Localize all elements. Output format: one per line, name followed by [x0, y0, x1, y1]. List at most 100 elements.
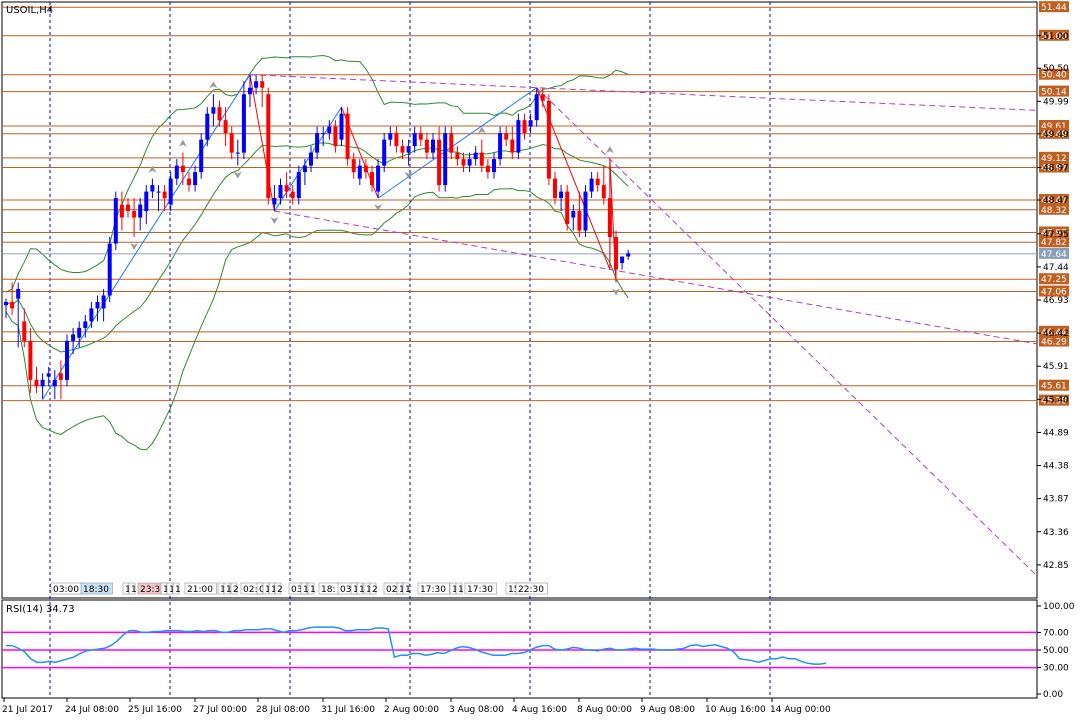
time-tick-label: 10 Aug 16:00: [705, 705, 766, 715]
candle-body: [363, 165, 368, 173]
candle-body: [4, 301, 8, 306]
candle-body: [309, 152, 313, 166]
candle-body: [394, 133, 399, 147]
rsi-tick-label: 70.00: [1043, 628, 1069, 638]
session-box: [230, 582, 238, 595]
fractal-up-marker: [209, 81, 218, 89]
candle-body: [540, 94, 545, 101]
candle-body: [52, 379, 57, 387]
session-label: 1: [359, 585, 365, 595]
price-tick-label: 46.42: [1043, 329, 1069, 339]
candle-body: [126, 204, 130, 212]
candle-body: [284, 185, 289, 192]
time-tick-label: 2 Aug 00:00: [384, 705, 439, 715]
fractal-down-marker: [270, 217, 279, 225]
bb-lower: [5, 188, 629, 451]
price-tick-label: 47.95: [1043, 230, 1069, 240]
session-label: 2: [372, 585, 378, 595]
price-axis: 51.00 50.50 49.99 49.49 48.97 48.47 47.95 47.44…: [1037, 32, 1069, 571]
session-label: 02:: [243, 585, 257, 595]
level-badge-label: 49.12: [1041, 154, 1067, 164]
candle-body: [89, 308, 94, 322]
session-label: 03:: [291, 585, 305, 595]
candle-body: [418, 133, 423, 140]
support-line: [274, 210, 1038, 345]
level-badge: [1039, 273, 1069, 285]
candle-body: [302, 165, 307, 173]
candle-body: [437, 139, 442, 186]
session-label: 18:30: [83, 585, 109, 595]
level-badge: [1039, 325, 1069, 337]
price-tick-label: 48.47: [1043, 196, 1069, 206]
resistance-line: [249, 74, 1038, 111]
session-label: 1: [131, 585, 137, 595]
session-box: [80, 582, 113, 595]
level-badge-label: 49.49: [1041, 130, 1067, 140]
candle-body: [424, 139, 429, 153]
zigzag-segment: [249, 74, 275, 212]
candle-body: [614, 237, 618, 270]
candle-body: [473, 152, 478, 160]
candle-body: [211, 107, 216, 114]
candle-body: [174, 165, 179, 179]
session-labels: 03:00 18:30 1 1 23:301 1 1 21:00 1 1 2 02: 0 1 1 2 03:1 1…: [50, 582, 548, 595]
session-label: 1: [405, 585, 411, 595]
candle-body: [65, 340, 69, 380]
fractal-down-marker: [233, 171, 242, 179]
candle-body: [565, 191, 570, 225]
candle-body: [40, 379, 45, 387]
time-tick-label: 31 Jul 16:00: [321, 705, 375, 715]
price-tick-label: 46.93: [1043, 296, 1069, 306]
level-badge: [1039, 285, 1069, 297]
time-tick-label: 27 Jul 00:00: [193, 705, 247, 715]
candle-body: [553, 178, 557, 199]
level-badge-label: 48.47: [1041, 196, 1067, 206]
candle-body: [400, 146, 405, 153]
time-tick-label: 25 Jul 16:00: [128, 705, 182, 715]
candle-body: [351, 159, 356, 173]
candle-body: [626, 253, 631, 257]
fractal-up-marker: [477, 126, 486, 134]
price-tick-label: 50.50: [1043, 64, 1069, 74]
candle-body: [144, 191, 149, 212]
candle-body: [58, 373, 63, 380]
candle-body: [534, 94, 539, 121]
level-badge: [1039, 236, 1069, 248]
level-badge-label: 51.44: [1041, 3, 1067, 13]
current-price-badge: [1039, 247, 1069, 259]
candle-body: [278, 185, 283, 199]
candle-body: [156, 191, 161, 193]
candle-body: [132, 211, 137, 218]
rsi-tick-label: 100.00: [1043, 602, 1075, 612]
candle-body: [199, 139, 204, 173]
main-pane-frame: [1, 1, 1038, 599]
session-box: [464, 582, 497, 595]
candle-body: [479, 152, 484, 166]
price-tick-label: 48.97: [1043, 164, 1069, 174]
price-tick-label: 49.49: [1043, 130, 1069, 140]
chart-title: USOIL,H4: [6, 5, 53, 16]
level-badge: [1039, 127, 1069, 139]
session-label: 1: [271, 585, 277, 595]
level-badge-label: 46.29: [1041, 338, 1067, 348]
candle-body: [345, 113, 350, 160]
candle-body: [467, 159, 472, 166]
session-box: [128, 582, 136, 595]
level-badge: [1039, 379, 1069, 391]
time-tick-label: 14 Aug 00:00: [770, 705, 831, 715]
candle-body: [412, 133, 417, 147]
session-label: 1: [220, 585, 226, 595]
level-badge-label: 47.25: [1041, 275, 1067, 285]
candle-body: [119, 204, 124, 218]
fractal-markers: [130, 81, 620, 296]
price-tick-label: 44.38: [1043, 462, 1069, 472]
session-label: 1: [452, 585, 458, 595]
fractal-up-marker: [148, 165, 157, 173]
candle-body: [248, 87, 252, 95]
level-badge: [1039, 203, 1069, 215]
time-tick-label: 21 Jul 2017: [2, 705, 53, 715]
time-tick-label: 9 Aug 08:00: [640, 705, 695, 715]
session-label: 2: [277, 585, 283, 595]
candle-body: [150, 185, 155, 192]
